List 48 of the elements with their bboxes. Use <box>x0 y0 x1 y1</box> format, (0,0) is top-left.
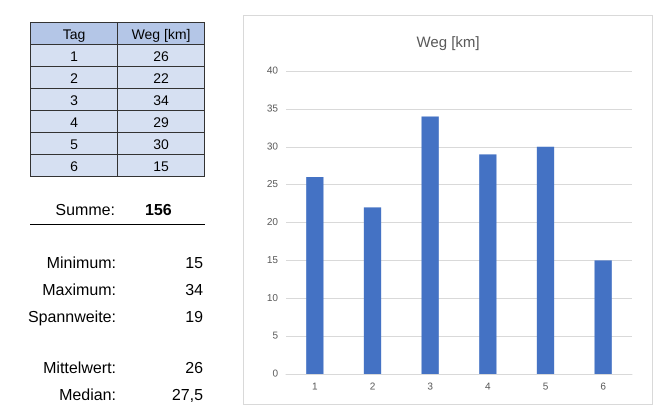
bar <box>479 154 496 374</box>
text: 26 <box>185 360 203 378</box>
x-tick-label: 6 <box>600 382 606 392</box>
text: 1 <box>30 44 118 66</box>
bar <box>306 177 324 374</box>
text: 30 <box>118 132 204 154</box>
x-tick-label: 4 <box>485 382 492 392</box>
y-tick-label: 40 <box>266 66 278 76</box>
text: 34 <box>118 88 204 110</box>
text: Mittelwert: <box>43 360 116 378</box>
text: Maximum: <box>42 282 116 300</box>
text: 2 <box>30 66 118 88</box>
x-tick-label: 2 <box>370 382 376 392</box>
text: 27,5 <box>172 387 203 405</box>
bar <box>422 116 439 374</box>
y-tick-label: 15 <box>266 254 278 266</box>
y-tick-label: 5 <box>272 330 278 342</box>
text: 5 <box>30 132 118 154</box>
text: Tag <box>30 22 118 44</box>
bar <box>594 260 612 374</box>
text: 34 <box>185 282 203 300</box>
y-tick-label: 35 <box>266 103 278 114</box>
y-tick-label: 0 <box>272 368 278 380</box>
y-tick-label: 10 <box>266 292 278 304</box>
chart-title: Weg [km] <box>416 34 480 51</box>
text: Weg [km] <box>118 22 204 44</box>
text: 26 <box>118 44 204 66</box>
x-tick-label: 1 <box>312 382 318 392</box>
text: 19 <box>185 309 203 327</box>
text: 3 <box>30 88 118 110</box>
y-tick-label: 20 <box>266 217 278 228</box>
text: 29 <box>118 110 204 132</box>
text: 15 <box>185 255 203 273</box>
text: 15 <box>118 154 204 176</box>
text: 22 <box>118 66 204 88</box>
text: Minimum: <box>46 255 116 273</box>
bar <box>536 146 554 374</box>
text: 156 <box>145 202 172 220</box>
text: 4 <box>30 110 118 132</box>
y-tick-label: 30 <box>266 141 278 152</box>
y-tick-label: 25 <box>266 179 278 190</box>
bar <box>364 207 382 374</box>
x-tick-label: 3 <box>427 382 434 392</box>
text: 6 <box>30 154 118 176</box>
x-tick-label: 5 <box>542 382 549 392</box>
text: Summe: <box>55 202 115 220</box>
text: Median: <box>59 387 116 405</box>
text: Spannweite: <box>28 309 116 327</box>
